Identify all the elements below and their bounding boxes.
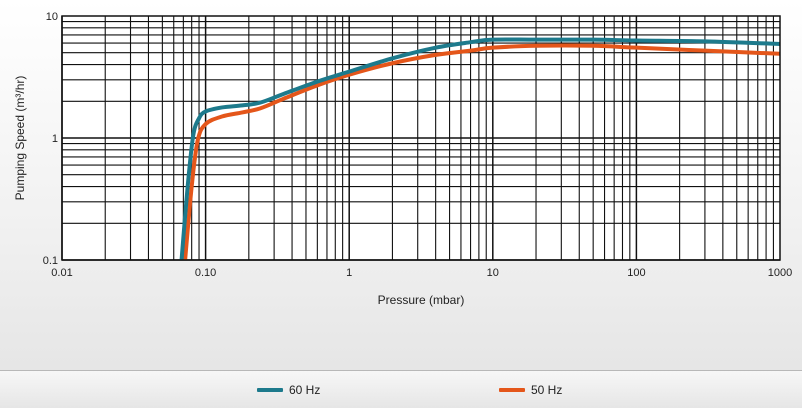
legend-label-60hz: 60 Hz <box>289 383 321 397</box>
y-tick-label: 0.1 <box>43 255 58 267</box>
legend-item-50hz: 50 Hz <box>499 383 562 397</box>
series-line-50hz <box>183 43 781 261</box>
series-layer <box>179 37 781 261</box>
x-tick-label: 1000 <box>768 267 792 279</box>
y-axis-label: Pumping Speed (m³/hr) <box>13 76 27 201</box>
x-tick-label: 1 <box>346 267 352 279</box>
x-tick-label: 100 <box>627 267 645 279</box>
x-tick-label: 10 <box>487 267 499 279</box>
y-tick-label: 1 <box>52 133 58 145</box>
pumping-speed-chart: 0.01 0.10 1 10 100 1000 0.1 1 10 Pressure (mbar… <box>13 11 792 307</box>
series-line-60hz <box>179 37 781 261</box>
legend-swatch-50hz <box>499 388 525 392</box>
legend-item-60hz: 60 Hz <box>257 383 320 397</box>
x-tick-label: 0.01 <box>51 267 72 279</box>
y-tick-label: 10 <box>46 11 58 23</box>
plot-frame <box>61 15 781 261</box>
legend-label-50hz: 50 Hz <box>531 383 563 397</box>
x-axis-label: Pressure (mbar) <box>378 293 465 307</box>
legend-swatch-60hz <box>257 388 283 392</box>
x-tick-label: 0.10 <box>195 267 216 279</box>
legend: 60 Hz 50 Hz <box>0 370 802 408</box>
y-tick-labels: 0.1 1 10 <box>43 11 58 267</box>
x-tick-labels: 0.01 0.10 1 10 100 1000 <box>51 267 792 279</box>
